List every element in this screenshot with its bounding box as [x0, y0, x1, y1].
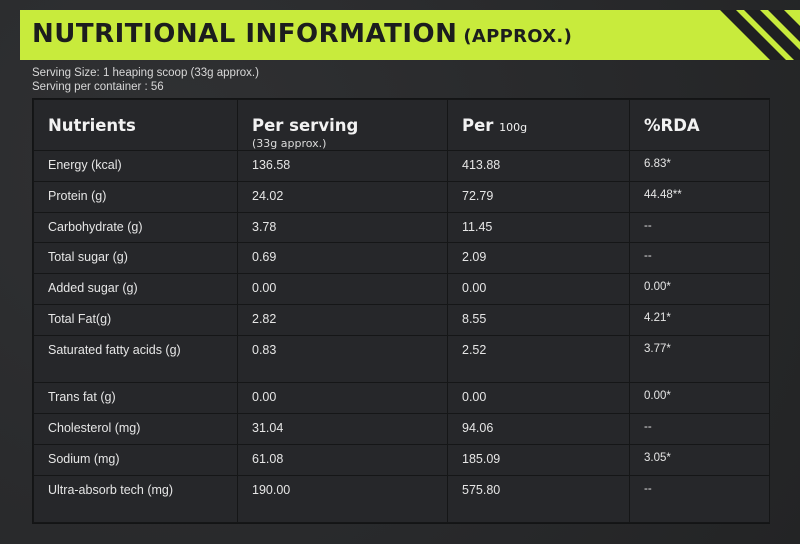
rda-value: -- — [629, 474, 770, 524]
rda-value: 4.21* — [629, 304, 770, 336]
page-title: NUTRITIONAL INFORMATION (APPROX.) — [32, 19, 572, 49]
header-per-serving: Per serving (33g approx.) — [237, 99, 448, 151]
rda-value: -- — [629, 242, 770, 275]
table-row: Protein (g) 24.02 72.79 44.48** — [33, 180, 770, 213]
table-row: Sodium (mg) 61.08 185.09 3.05* — [33, 443, 770, 476]
per-100g-value: 11.45 — [447, 211, 630, 244]
table-row: Trans fat (g) 0.00 0.00 0.00* — [33, 382, 770, 415]
header-per-serving-label: Per serving — [252, 116, 359, 135]
header-per-label: Per — [462, 116, 494, 135]
table-header-row: Nutrients Per serving (33g approx.) Per … — [33, 99, 770, 151]
nutrition-table-container: Nutrients Per serving (33g approx.) Per … — [32, 98, 770, 524]
rda-value: 0.00* — [629, 273, 770, 306]
nutrient-name: Cholesterol (mg) — [33, 413, 238, 445]
title-approx: (APPROX.) — [463, 26, 573, 47]
nutrient-name: Protein (g) — [33, 180, 238, 213]
header-per-100g: Per 100g — [447, 99, 630, 151]
per-100g-value: 72.79 — [447, 180, 630, 213]
serving-size: Serving Size: 1 heaping scoop (33g appro… — [32, 67, 259, 79]
per-100g-value: 575.80 — [447, 474, 630, 524]
rda-value: 6.83* — [629, 150, 770, 182]
per-serving-value: 3.78 — [237, 211, 448, 244]
rda-value: -- — [629, 413, 770, 445]
per-100g-value: 0.00 — [447, 273, 630, 306]
servings-per-container: Serving per container : 56 — [32, 81, 164, 93]
diagonal-stripes-decoration — [720, 10, 800, 60]
rda-value: 3.05* — [629, 443, 770, 476]
header-per-serving-note: (33g approx.) — [252, 137, 327, 150]
per-100g-value: 413.88 — [447, 150, 630, 182]
nutrient-name: Trans fat (g) — [33, 382, 238, 415]
header-nutrients: Nutrients — [33, 99, 238, 151]
per-100g-value: 94.06 — [447, 413, 630, 445]
table-row: Saturated fatty acids (g) 0.83 2.52 3.77… — [33, 334, 770, 384]
per-100g-value: 2.52 — [447, 334, 630, 384]
nutrient-name: Added sugar (g) — [33, 273, 238, 306]
header-per-unit: 100g — [499, 121, 528, 134]
table-row: Energy (kcal) 136.58 413.88 6.83* — [33, 150, 770, 182]
per-serving-value: 61.08 — [237, 443, 448, 476]
table-row: Ultra-absorb tech (mg) 190.00 575.80 -- — [33, 474, 770, 524]
per-serving-value: 2.82 — [237, 304, 448, 336]
nutrient-name: Saturated fatty acids (g) — [33, 334, 238, 384]
rda-value: 44.48** — [629, 180, 770, 213]
nutrition-table: Nutrients Per serving (33g approx.) Per … — [33, 99, 770, 524]
rda-value: 0.00* — [629, 382, 770, 415]
per-100g-value: 185.09 — [447, 443, 630, 476]
table-row: Total sugar (g) 0.69 2.09 -- — [33, 242, 770, 275]
per-serving-value: 0.00 — [237, 382, 448, 415]
per-serving-value: 0.00 — [237, 273, 448, 306]
nutrient-name: Total Fat(g) — [33, 304, 238, 336]
per-100g-value: 0.00 — [447, 382, 630, 415]
table-row: Cholesterol (mg) 31.04 94.06 -- — [33, 413, 770, 445]
per-serving-value: 0.69 — [237, 242, 448, 275]
per-serving-value: 0.83 — [237, 334, 448, 384]
per-100g-value: 8.55 — [447, 304, 630, 336]
per-serving-value: 31.04 — [237, 413, 448, 445]
table-row: Carbohydrate (g) 3.78 11.45 -- — [33, 211, 770, 244]
per-100g-value: 2.09 — [447, 242, 630, 275]
nutrient-name: Total sugar (g) — [33, 242, 238, 275]
nutrient-name: Sodium (mg) — [33, 443, 238, 476]
per-serving-value: 190.00 — [237, 474, 448, 524]
nutrient-name: Ultra-absorb tech (mg) — [33, 474, 238, 524]
per-serving-value: 24.02 — [237, 180, 448, 213]
rda-value: -- — [629, 211, 770, 244]
table-row: Added sugar (g) 0.00 0.00 0.00* — [33, 273, 770, 306]
per-serving-value: 136.58 — [237, 150, 448, 182]
title-banner: NUTRITIONAL INFORMATION (APPROX.) — [20, 10, 800, 60]
serving-info: Serving Size: 1 heaping scoop (33g appro… — [32, 66, 259, 94]
table-row: Total Fat(g) 2.82 8.55 4.21* — [33, 304, 770, 336]
header-rda: %RDA — [629, 99, 770, 151]
nutrient-name: Energy (kcal) — [33, 150, 238, 182]
title-text: NUTRITIONAL INFORMATION — [32, 19, 458, 49]
nutrient-name: Carbohydrate (g) — [33, 211, 238, 244]
rda-value: 3.77* — [629, 334, 770, 384]
